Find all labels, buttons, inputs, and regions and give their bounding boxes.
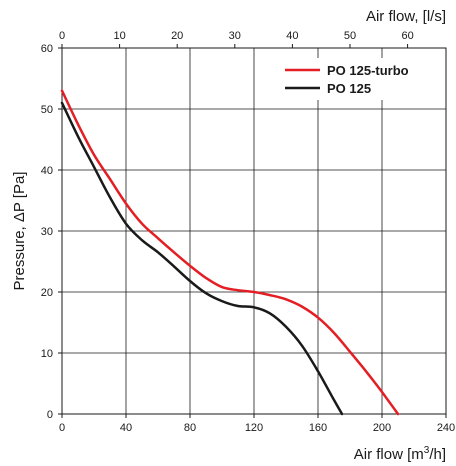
tick-label-y: 60 bbox=[41, 43, 53, 55]
ticks: 0 40 80 120 160 200 240 0 10 20 30 40 50 60 0 10 20 30 40 5… bbox=[41, 30, 455, 434]
bottom-axis-title: Air flow [m3/h] bbox=[354, 445, 446, 463]
tick-label-y: 10 bbox=[41, 348, 53, 360]
tick-label-top: 0 bbox=[59, 30, 65, 42]
series-line-po-125 bbox=[60, 101, 344, 416]
tick-label-y: 40 bbox=[41, 165, 53, 177]
grid bbox=[62, 48, 446, 414]
legend-background bbox=[280, 58, 438, 100]
series-line-po-125-turbo bbox=[60, 89, 400, 416]
y-axis-title: Pressure, ΔP [Pa] bbox=[11, 172, 28, 291]
tick-label-top: 20 bbox=[171, 30, 183, 42]
tick-label-top: 60 bbox=[401, 30, 413, 42]
tick-label-x: 240 bbox=[437, 422, 455, 434]
tick-label-y: 20 bbox=[41, 287, 53, 299]
tick-label-x: 0 bbox=[59, 422, 65, 434]
top-axis-title: Air flow, [l/s] bbox=[366, 8, 446, 25]
tick-label-top: 40 bbox=[286, 30, 298, 42]
tick-label-x: 120 bbox=[245, 422, 263, 434]
tick-label-x: 200 bbox=[373, 422, 391, 434]
legend: PO 125-turbo PO 125 bbox=[280, 58, 438, 100]
tick-label-y: 30 bbox=[41, 226, 53, 238]
tick-label-top: 30 bbox=[229, 30, 241, 42]
legend-label-po-125-turbo: PO 125-turbo bbox=[327, 63, 409, 78]
tick-label-y: 50 bbox=[41, 104, 53, 116]
tick-label-x: 80 bbox=[184, 422, 196, 434]
tick-label-y: 0 bbox=[47, 409, 53, 421]
tick-label-x: 40 bbox=[120, 422, 132, 434]
tick-label-top: 50 bbox=[344, 30, 356, 42]
tick-label-x: 160 bbox=[309, 422, 327, 434]
legend-label-po-125: PO 125 bbox=[327, 81, 371, 96]
series-lines bbox=[60, 89, 400, 416]
tick-label-top: 10 bbox=[113, 30, 125, 42]
